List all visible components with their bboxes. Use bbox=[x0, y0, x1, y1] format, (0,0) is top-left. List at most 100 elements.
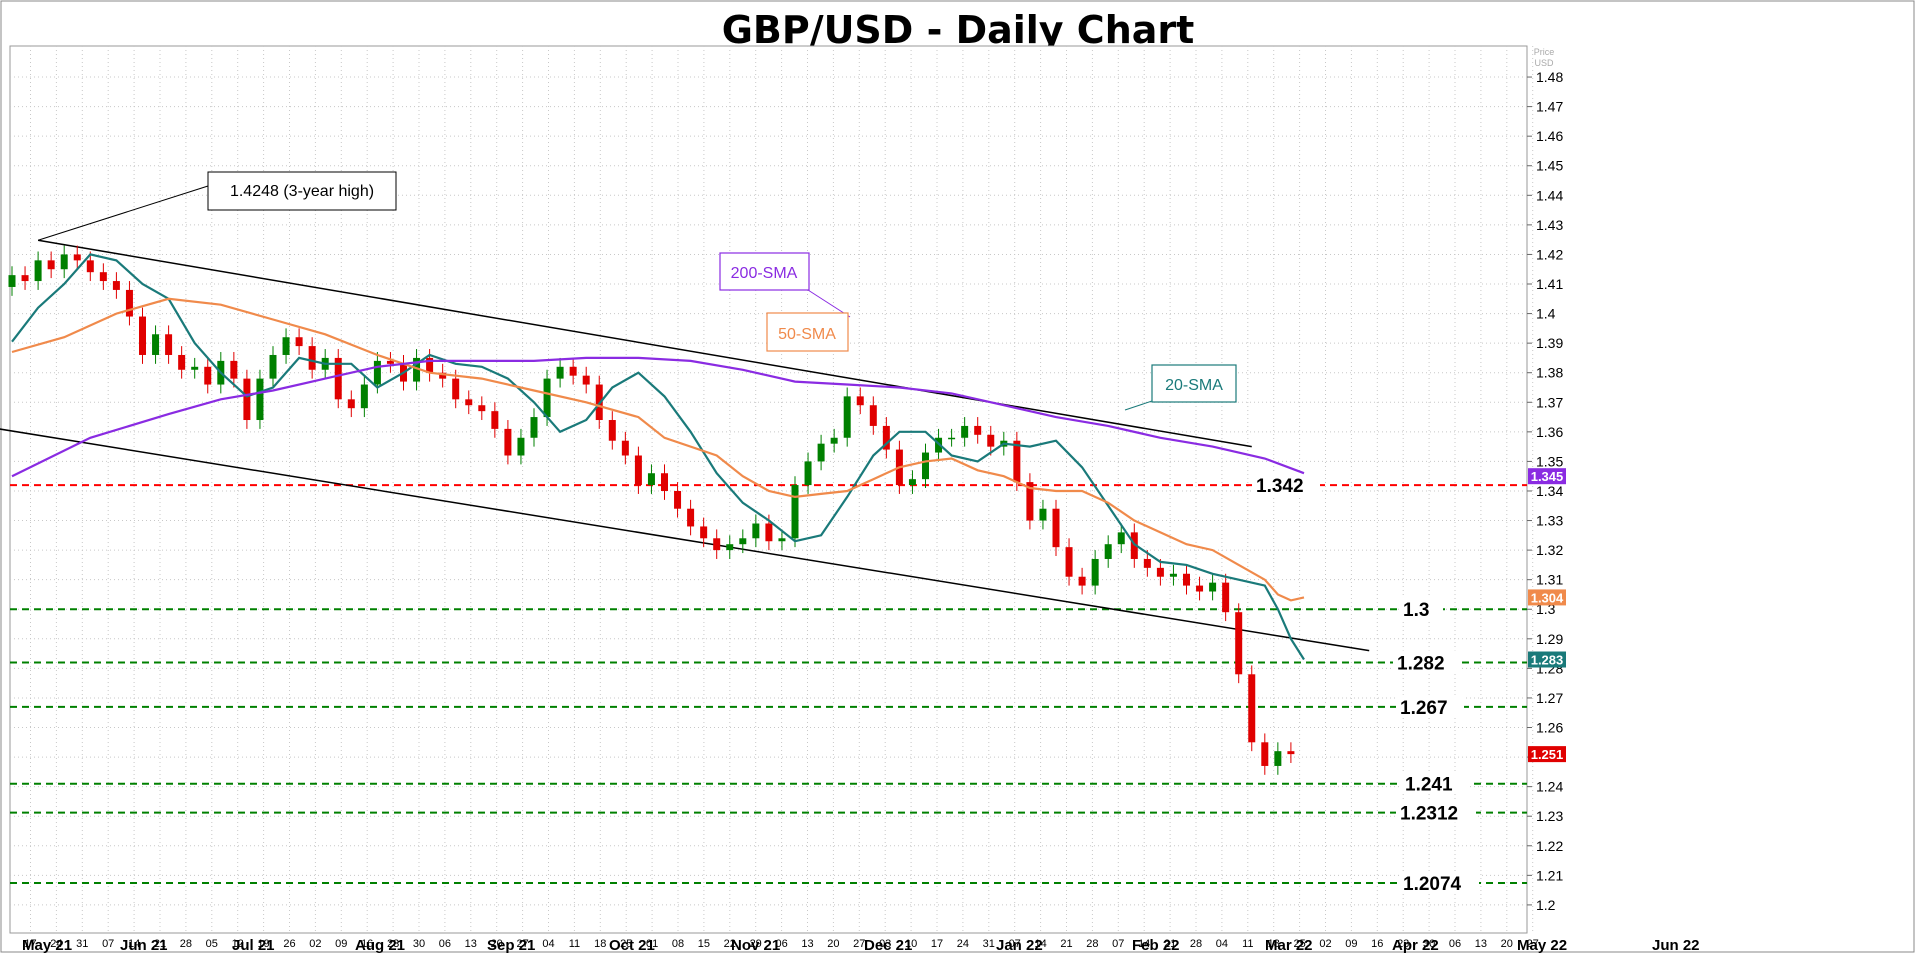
candle-body bbox=[334, 357, 342, 400]
level-label-bg bbox=[1399, 871, 1479, 894]
candle-body bbox=[961, 425, 969, 438]
candle-body bbox=[1274, 751, 1282, 766]
x-day-label: 28 bbox=[1086, 938, 1098, 950]
x-day-label: 16 bbox=[361, 938, 373, 950]
level-label: 1.267 bbox=[1400, 698, 1448, 719]
candle-body bbox=[713, 538, 721, 551]
last-price-tag bbox=[1528, 746, 1566, 763]
level-label: 1.2074 bbox=[1403, 874, 1462, 895]
x-day-label: 09 bbox=[335, 938, 347, 950]
candle-body bbox=[491, 411, 499, 429]
annotation-box bbox=[719, 252, 810, 291]
candle-body bbox=[517, 437, 525, 456]
candle-body bbox=[1156, 567, 1164, 577]
level-label-bg bbox=[1252, 473, 1320, 496]
annotation-3-year-high: 1.4248 (3-year high) bbox=[230, 183, 374, 200]
candle-body bbox=[791, 485, 799, 539]
candle-body bbox=[582, 375, 590, 385]
candle-body bbox=[752, 523, 760, 539]
y-tick-label: 1.26 bbox=[1536, 720, 1563, 736]
y-tick-label: 1.44 bbox=[1536, 187, 1563, 203]
x-day-label: 16 bbox=[1371, 938, 1383, 950]
candle-body bbox=[935, 437, 943, 453]
x-day-label: 20 bbox=[491, 938, 503, 950]
price-axis-unit: USD bbox=[1534, 58, 1554, 68]
x-day-label: 27 bbox=[516, 938, 528, 950]
candle-body bbox=[700, 526, 708, 539]
candle-body bbox=[112, 281, 120, 290]
candle-body bbox=[974, 425, 982, 435]
candle-body bbox=[308, 346, 316, 370]
candle-body bbox=[530, 417, 538, 438]
price-axis-label: Price bbox=[1534, 47, 1555, 57]
sma-line-50-sma bbox=[11, 297, 1305, 602]
x-month-label: Jun 21 bbox=[120, 937, 168, 954]
x-day-label: 06 bbox=[1449, 938, 1461, 950]
x-day-label: 08 bbox=[672, 938, 684, 950]
candle-body bbox=[165, 334, 173, 355]
x-day-label: 18 bbox=[1268, 938, 1280, 950]
y-tick-label: 1.27 bbox=[1536, 690, 1563, 706]
candle-body bbox=[726, 544, 734, 551]
annotation-leader bbox=[1124, 400, 1153, 411]
x-month-label: Jan 22 bbox=[996, 937, 1043, 954]
candle-body bbox=[739, 538, 747, 545]
candle-body bbox=[987, 434, 995, 447]
x-month-label: Jun 22 bbox=[1652, 937, 1700, 954]
y-tick-label: 1.21 bbox=[1536, 867, 1563, 883]
candle-body bbox=[1013, 440, 1021, 483]
x-day-label: 17 bbox=[24, 938, 36, 950]
level-label-bg bbox=[1396, 800, 1476, 823]
y-tick-label: 1.46 bbox=[1536, 128, 1563, 144]
level-label-bg bbox=[1399, 597, 1443, 620]
y-tick-label: 1.47 bbox=[1536, 99, 1563, 115]
level-label: 1.342 bbox=[1256, 476, 1304, 497]
candle-body bbox=[908, 479, 916, 486]
candle-body bbox=[1261, 742, 1269, 766]
candle-body bbox=[439, 372, 447, 379]
x-day-label: 09 bbox=[1345, 938, 1357, 950]
y-tick-label: 1.31 bbox=[1536, 572, 1563, 588]
last-price-label: 1.251 bbox=[1531, 747, 1564, 762]
candle-body bbox=[452, 378, 460, 400]
candle-body bbox=[817, 443, 825, 462]
candle-body bbox=[1169, 573, 1177, 577]
chart-title: GBP/USD - Daily Chart bbox=[721, 8, 1195, 52]
annotation-200-sma: 200-SMA bbox=[731, 265, 798, 282]
level-label: 1.2312 bbox=[1400, 804, 1458, 825]
x-day-label: 15 bbox=[698, 938, 710, 950]
candle-body bbox=[804, 461, 812, 486]
candle-body bbox=[621, 440, 629, 456]
x-day-label: 07 bbox=[102, 938, 114, 950]
candle-body bbox=[8, 275, 16, 287]
candle-body bbox=[765, 523, 773, 542]
x-day-label: 24 bbox=[957, 938, 969, 950]
candle-body bbox=[21, 275, 29, 282]
candle-body bbox=[230, 360, 238, 379]
y-tick-label: 1.4 bbox=[1536, 306, 1556, 322]
candle-body bbox=[1183, 573, 1190, 586]
x-day-label: 01 bbox=[646, 938, 658, 950]
y-tick-label: 1.39 bbox=[1536, 335, 1563, 351]
level-label-bg bbox=[1396, 694, 1464, 717]
candle-body bbox=[178, 354, 186, 370]
y-tick-label: 1.45 bbox=[1536, 158, 1563, 174]
x-day-label: 14 bbox=[128, 938, 140, 950]
sma-line-20-sma bbox=[11, 253, 1305, 661]
candle-body bbox=[73, 254, 81, 261]
x-day-label: 04 bbox=[1216, 938, 1228, 950]
candle-body bbox=[426, 357, 434, 373]
x-day-label: 04 bbox=[542, 938, 554, 950]
level-label: 1.241 bbox=[1405, 775, 1453, 796]
x-day-label: 13 bbox=[801, 938, 813, 950]
x-day-label: 06 bbox=[775, 938, 787, 950]
candle-body bbox=[60, 254, 68, 270]
x-day-label: 27 bbox=[853, 938, 865, 950]
candle-body bbox=[347, 399, 355, 409]
x-day-label: 20 bbox=[827, 938, 839, 950]
candle-body bbox=[608, 420, 616, 441]
y-tick-label: 1.22 bbox=[1536, 838, 1563, 854]
x-day-label: 25 bbox=[1293, 938, 1305, 950]
y-tick-label: 1.33 bbox=[1536, 513, 1563, 529]
